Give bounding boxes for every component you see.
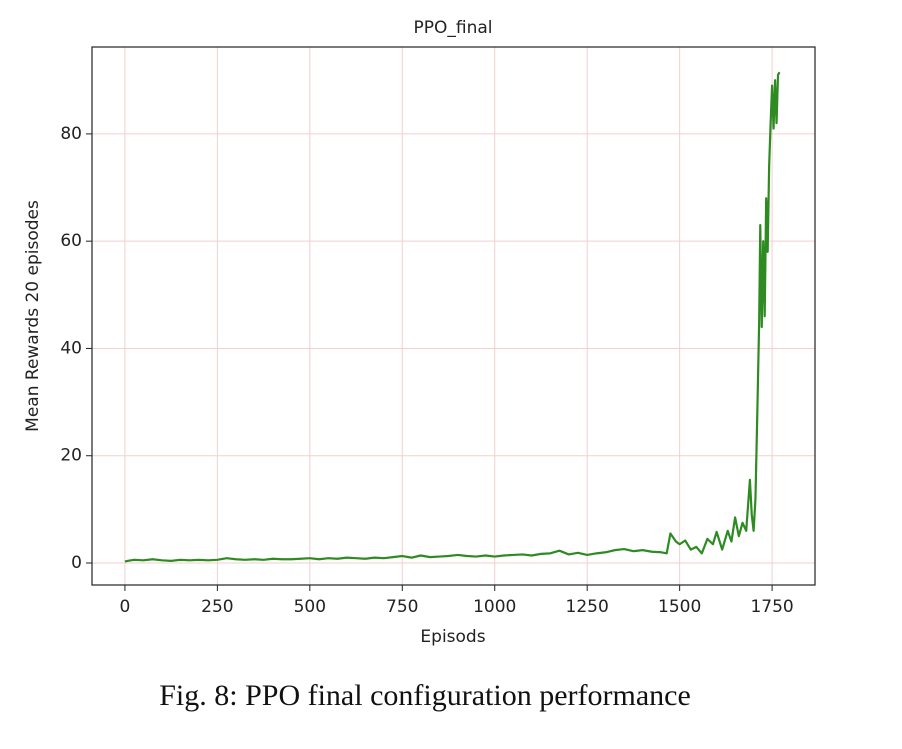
x-tick-label: 750	[386, 597, 418, 617]
data-line	[124, 71, 781, 563]
x-tick-label: 0	[120, 597, 131, 617]
chart-title: PPO_final	[413, 18, 492, 38]
plot-frame	[91, 46, 816, 586]
x-tick-label: 500	[294, 597, 326, 617]
y-tick-label: 60	[60, 231, 82, 251]
y-tick-label: 0	[71, 553, 82, 573]
x-tick-label: 1750	[750, 597, 793, 617]
caption: Fig. 8: PPO final configuration performa…	[159, 679, 691, 712]
y-tick-label: 40	[60, 338, 82, 358]
x-tick-label: 1250	[566, 597, 609, 617]
y-axis-label: Mean Rewards 20 episodes	[23, 200, 43, 432]
y-tick-label: 80	[60, 124, 82, 144]
x-axis-label: Episods	[420, 627, 485, 647]
x-tick-label: 250	[201, 597, 233, 617]
x-tick-label: 1000	[473, 597, 516, 617]
x-tick-label: 1500	[658, 597, 701, 617]
y-tick-label: 20	[60, 446, 82, 466]
